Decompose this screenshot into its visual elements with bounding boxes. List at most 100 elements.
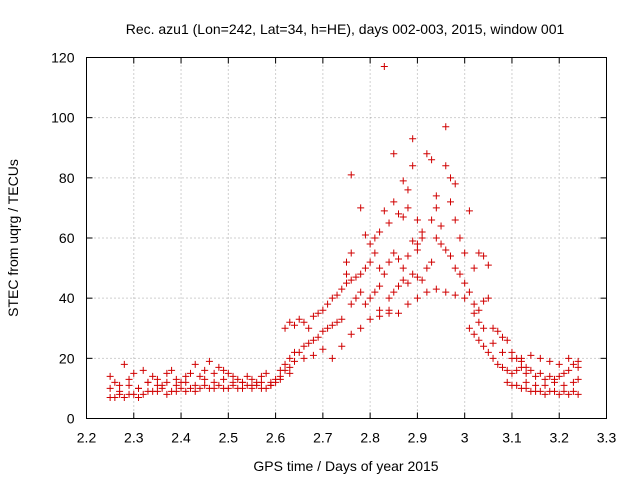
data-point — [262, 384, 270, 392]
data-point — [272, 378, 280, 386]
data-point — [309, 351, 317, 359]
data-point — [404, 300, 412, 308]
data-point — [210, 378, 218, 386]
data-point — [333, 291, 341, 299]
data-point — [494, 360, 502, 368]
data-point — [286, 354, 294, 362]
data-point — [522, 384, 530, 392]
data-point — [229, 372, 237, 380]
data-point — [475, 306, 483, 314]
data-point — [366, 240, 374, 248]
data-point — [352, 273, 360, 281]
data-point — [224, 384, 232, 392]
data-point — [125, 381, 133, 389]
data-point — [120, 360, 128, 368]
data-point — [565, 390, 573, 398]
data-point — [418, 276, 426, 284]
data-point — [418, 234, 426, 242]
data-point — [314, 333, 322, 341]
data-point — [286, 363, 294, 371]
data-point — [385, 294, 393, 302]
data-point — [366, 258, 374, 266]
data-point — [380, 63, 388, 71]
data-point — [135, 393, 142, 401]
y-tick-label: 60 — [59, 230, 75, 246]
data-point — [120, 393, 128, 401]
ticks-layer: 2.2 2.3 2.4 2.5 2.6 2.7 2.8 2.9 3 3.1 3.2 3.3 0 20 40 6… — [51, 50, 616, 446]
data-point — [423, 264, 431, 272]
data-point — [404, 279, 412, 287]
data-point — [456, 270, 464, 278]
data-point — [376, 282, 384, 290]
data-point — [574, 375, 582, 383]
data-point — [395, 255, 402, 263]
data-point — [399, 276, 407, 284]
data-point — [347, 300, 355, 308]
data-point — [428, 216, 436, 224]
data-point — [404, 186, 412, 194]
data-point — [465, 207, 473, 215]
data-point — [390, 198, 398, 206]
data-point — [163, 390, 171, 398]
data-point — [347, 249, 355, 257]
data-point — [451, 264, 459, 272]
data-point — [295, 315, 303, 323]
data-point — [163, 369, 171, 377]
data-point — [371, 288, 379, 296]
data-point — [319, 345, 327, 353]
data-point — [380, 270, 388, 278]
data-point — [220, 366, 228, 374]
data-point — [111, 393, 119, 401]
data-point — [480, 342, 488, 350]
data-point — [153, 381, 161, 389]
data-point — [536, 354, 544, 362]
data-point — [413, 294, 421, 302]
x-tick-label: 3 — [461, 430, 469, 446]
data-point — [546, 357, 554, 365]
data-point — [442, 288, 450, 296]
data-point — [451, 216, 459, 224]
data-point — [574, 363, 582, 371]
x-tick-label: 2.6 — [266, 430, 286, 446]
data-point — [191, 387, 199, 395]
data-point — [470, 309, 478, 317]
data-point — [447, 252, 454, 260]
data-point — [267, 381, 275, 389]
data-point — [300, 354, 308, 362]
data-point — [248, 375, 256, 383]
data-point — [508, 354, 516, 362]
data-point — [428, 156, 436, 164]
data-point — [413, 246, 421, 254]
data-point — [569, 378, 577, 386]
data-point — [116, 381, 124, 389]
data-point — [357, 204, 365, 212]
data-point — [196, 372, 204, 380]
data-point — [451, 291, 459, 299]
data-point — [390, 249, 398, 257]
data-point — [555, 372, 563, 380]
data-point — [475, 336, 483, 344]
data-point — [111, 378, 119, 386]
data-point — [191, 381, 199, 389]
data-point — [291, 357, 298, 365]
data-point — [489, 339, 497, 347]
data-point — [465, 288, 473, 296]
data-point — [475, 318, 483, 326]
data-point — [361, 264, 369, 272]
data-point — [239, 378, 246, 386]
x-tick-label: 3.3 — [597, 430, 617, 446]
data-point — [281, 366, 289, 374]
data-point — [499, 348, 506, 356]
data-point — [399, 213, 407, 221]
data-point — [352, 294, 360, 302]
data-point — [399, 264, 407, 272]
data-point — [376, 312, 384, 320]
data-point — [144, 378, 152, 386]
data-point — [522, 369, 530, 377]
data-point — [395, 210, 402, 218]
y-tick-label: 120 — [51, 50, 75, 66]
x-tick-label: 2.3 — [124, 430, 144, 446]
data-point — [409, 237, 417, 245]
data-point — [409, 135, 417, 143]
